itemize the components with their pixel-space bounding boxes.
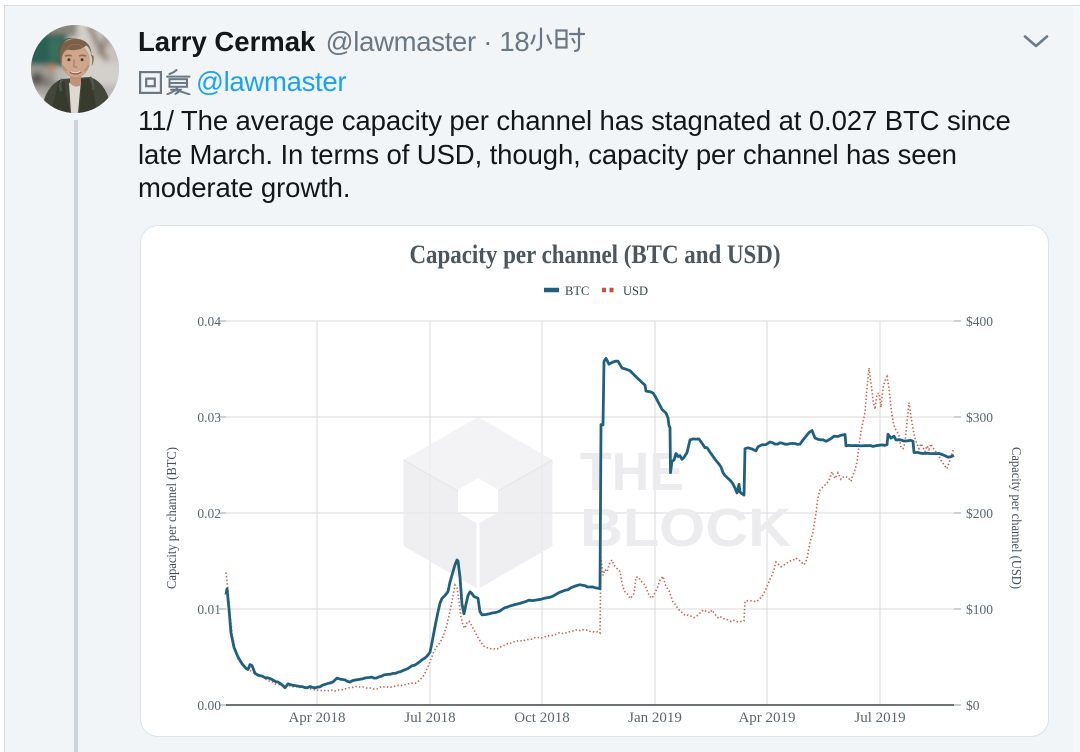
svg-text:$0: $0	[966, 698, 980, 713]
svg-text:Capacity per channel (USD): Capacity per channel (USD)	[1009, 447, 1024, 589]
svg-text:0.02: 0.02	[197, 506, 221, 521]
svg-text:Jan 2019: Jan 2019	[628, 710, 682, 726]
svg-text:Oct 2018: Oct 2018	[514, 710, 569, 726]
svg-text:$200: $200	[966, 506, 993, 521]
svg-text:$100: $100	[966, 602, 993, 617]
svg-text:$400: $400	[966, 314, 993, 329]
svg-text:BLOCK: BLOCK	[580, 498, 791, 558]
svg-text:Jul 2018: Jul 2018	[404, 710, 455, 726]
svg-text:THE: THE	[580, 442, 684, 502]
svg-text:Apr 2018: Apr 2018	[288, 710, 345, 726]
svg-text:0.03: 0.03	[197, 410, 221, 425]
svg-text:Capacity per channel (BTC and: Capacity per channel (BTC and USD)	[410, 240, 781, 269]
svg-text:Capacity per channel (BTC): Capacity per channel (BTC)	[164, 447, 179, 589]
svg-text:USD: USD	[623, 284, 648, 298]
svg-text:0.01: 0.01	[197, 602, 221, 617]
svg-text:Apr 2019: Apr 2019	[738, 710, 795, 726]
svg-text:0.04: 0.04	[197, 314, 221, 329]
svg-text:0.00: 0.00	[197, 698, 221, 713]
svg-text:$300: $300	[966, 410, 993, 425]
svg-text:BTC: BTC	[565, 284, 589, 298]
svg-text:Jul 2019: Jul 2019	[854, 710, 905, 726]
